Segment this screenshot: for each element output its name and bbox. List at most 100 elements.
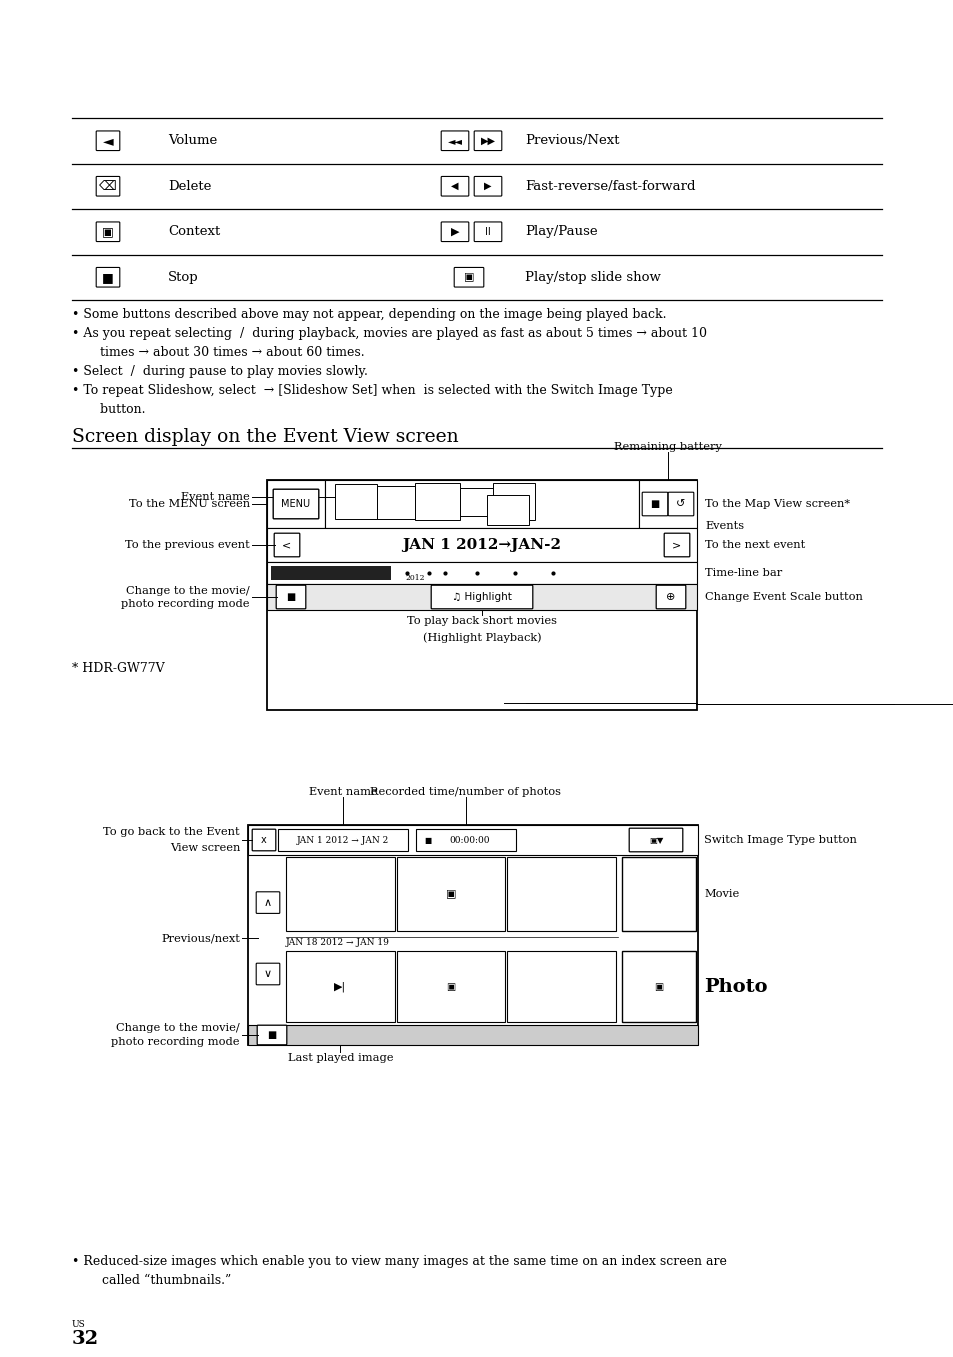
FancyBboxPatch shape [440,223,468,242]
Text: ■: ■ [650,499,659,509]
Text: ■: ■ [102,271,113,284]
Text: Change to the movie/: Change to the movie/ [116,1023,240,1033]
Bar [267,480,325,528]
Text: • Reduced-size images which enable you to view many images at the same time on a: • Reduced-size images which enable you t… [71,1255,726,1267]
Text: ∧: ∧ [264,897,272,908]
Text: Volume: Volume [168,134,217,148]
Text: ◀: ◀ [451,182,458,191]
Text: Event name: Event name [181,491,250,502]
Text: View screen: View screen [170,843,240,854]
Text: photo recording mode: photo recording mode [112,1037,240,1048]
Bar [621,858,696,931]
Text: >: > [672,540,680,550]
Text: ■: ■ [286,592,295,603]
Text: ▶: ▶ [450,227,458,236]
FancyBboxPatch shape [656,585,685,609]
Bar [267,584,697,611]
Bar [621,951,696,1022]
Text: To go back to the Event: To go back to the Event [103,826,240,837]
Bar [267,480,697,710]
Text: Remaining battery: Remaining battery [614,442,721,452]
Text: 32: 32 [71,1330,99,1348]
Text: JAN 1 2012 → JAN 2: JAN 1 2012 → JAN 2 [296,836,389,844]
FancyBboxPatch shape [474,130,501,151]
Bar [459,489,495,516]
Text: Movie: Movie [703,889,739,900]
Text: ▣: ▣ [445,889,456,900]
Text: times → about 30 times → about 60 times.: times → about 30 times → about 60 times. [88,346,364,360]
Text: ⌫: ⌫ [99,179,116,193]
Text: Delete: Delete [168,179,212,193]
Text: To play back short movies: To play back short movies [407,616,557,626]
Bar [286,858,395,931]
Text: Previous/Next: Previous/Next [524,134,618,148]
FancyBboxPatch shape [431,585,532,609]
Text: JAN 1 2012→JAN-2: JAN 1 2012→JAN-2 [402,537,561,552]
Text: (Highlight Playback): (Highlight Playback) [422,632,540,643]
Bar [267,528,697,562]
Text: photo recording mode: photo recording mode [121,598,250,609]
Text: ◄: ◄ [103,134,113,148]
FancyBboxPatch shape [440,130,468,151]
Text: ∨: ∨ [264,969,272,978]
Text: JAN 18 2012 → JAN 19: JAN 18 2012 → JAN 19 [286,938,390,947]
Text: Recorded time/number of photos: Recorded time/number of photos [370,787,561,797]
Text: ♫ Highlight: ♫ Highlight [452,592,512,603]
FancyBboxPatch shape [96,267,120,288]
Text: ▣▼: ▣▼ [648,836,662,844]
FancyBboxPatch shape [274,533,299,556]
Text: called “thumbnails.”: called “thumbnails.” [90,1274,231,1286]
FancyBboxPatch shape [256,892,279,913]
Text: Event name: Event name [309,787,377,797]
Text: Play/stop slide show: Play/stop slide show [524,271,660,284]
Bar [248,1025,698,1045]
Text: • As you repeat selecting  /  during playback, movies are played as fast as abou: • As you repeat selecting / during playb… [71,327,706,341]
Bar [493,483,535,520]
Text: MENU: MENU [281,499,311,509]
FancyBboxPatch shape [256,963,279,985]
Bar [507,951,616,1022]
Text: Change Event Scale button: Change Event Scale button [704,592,862,603]
Text: II: II [485,227,491,236]
Bar [415,483,459,520]
Bar [325,480,639,528]
Bar [267,562,697,584]
Text: Screen display on the Event View screen: Screen display on the Event View screen [71,427,458,446]
Text: ↺: ↺ [676,499,685,509]
Bar [639,480,697,528]
FancyBboxPatch shape [276,585,306,609]
Text: To the previous event: To the previous event [125,540,250,550]
Text: * HDR-GW77V: * HDR-GW77V [71,662,165,674]
FancyBboxPatch shape [257,1025,287,1045]
Text: ■: ■ [267,1030,276,1039]
Text: ▣: ▣ [446,981,456,992]
Text: x: x [261,835,267,845]
Text: • Some buttons described above may not appear, depending on the image being play: • Some buttons described above may not a… [71,308,666,322]
Bar [396,951,505,1022]
Text: ▶: ▶ [484,182,491,191]
Text: Fast-reverse/fast-forward: Fast-reverse/fast-forward [524,179,695,193]
Text: ▶▶: ▶▶ [480,136,495,145]
Bar [271,566,391,579]
Text: Photo: Photo [703,977,767,996]
Text: To the Map View screen*: To the Map View screen* [704,499,849,509]
FancyBboxPatch shape [641,493,667,516]
Bar [376,486,415,518]
Text: Play/Pause: Play/Pause [524,225,597,239]
Text: ▣: ▣ [102,225,113,239]
FancyBboxPatch shape [440,176,468,195]
FancyBboxPatch shape [667,493,693,516]
FancyBboxPatch shape [454,267,483,288]
Text: Previous/next: Previous/next [161,934,240,943]
FancyBboxPatch shape [474,223,501,242]
FancyBboxPatch shape [96,176,120,195]
Text: • Select  /  during pause to play movies slowly.: • Select / during pause to play movies s… [71,365,368,379]
Text: 00:00:00: 00:00:00 [449,836,490,844]
Bar [396,858,505,931]
Text: 2012: 2012 [405,574,424,582]
Text: ◄◄: ◄◄ [447,136,462,145]
Text: Change to the movie/: Change to the movie/ [126,586,250,596]
Bar [277,829,408,851]
Text: • To repeat Slideshow, select  → [Slideshow Set] when  is selected with the Swit: • To repeat Slideshow, select → [Slidesh… [71,384,672,398]
Bar [248,825,698,855]
